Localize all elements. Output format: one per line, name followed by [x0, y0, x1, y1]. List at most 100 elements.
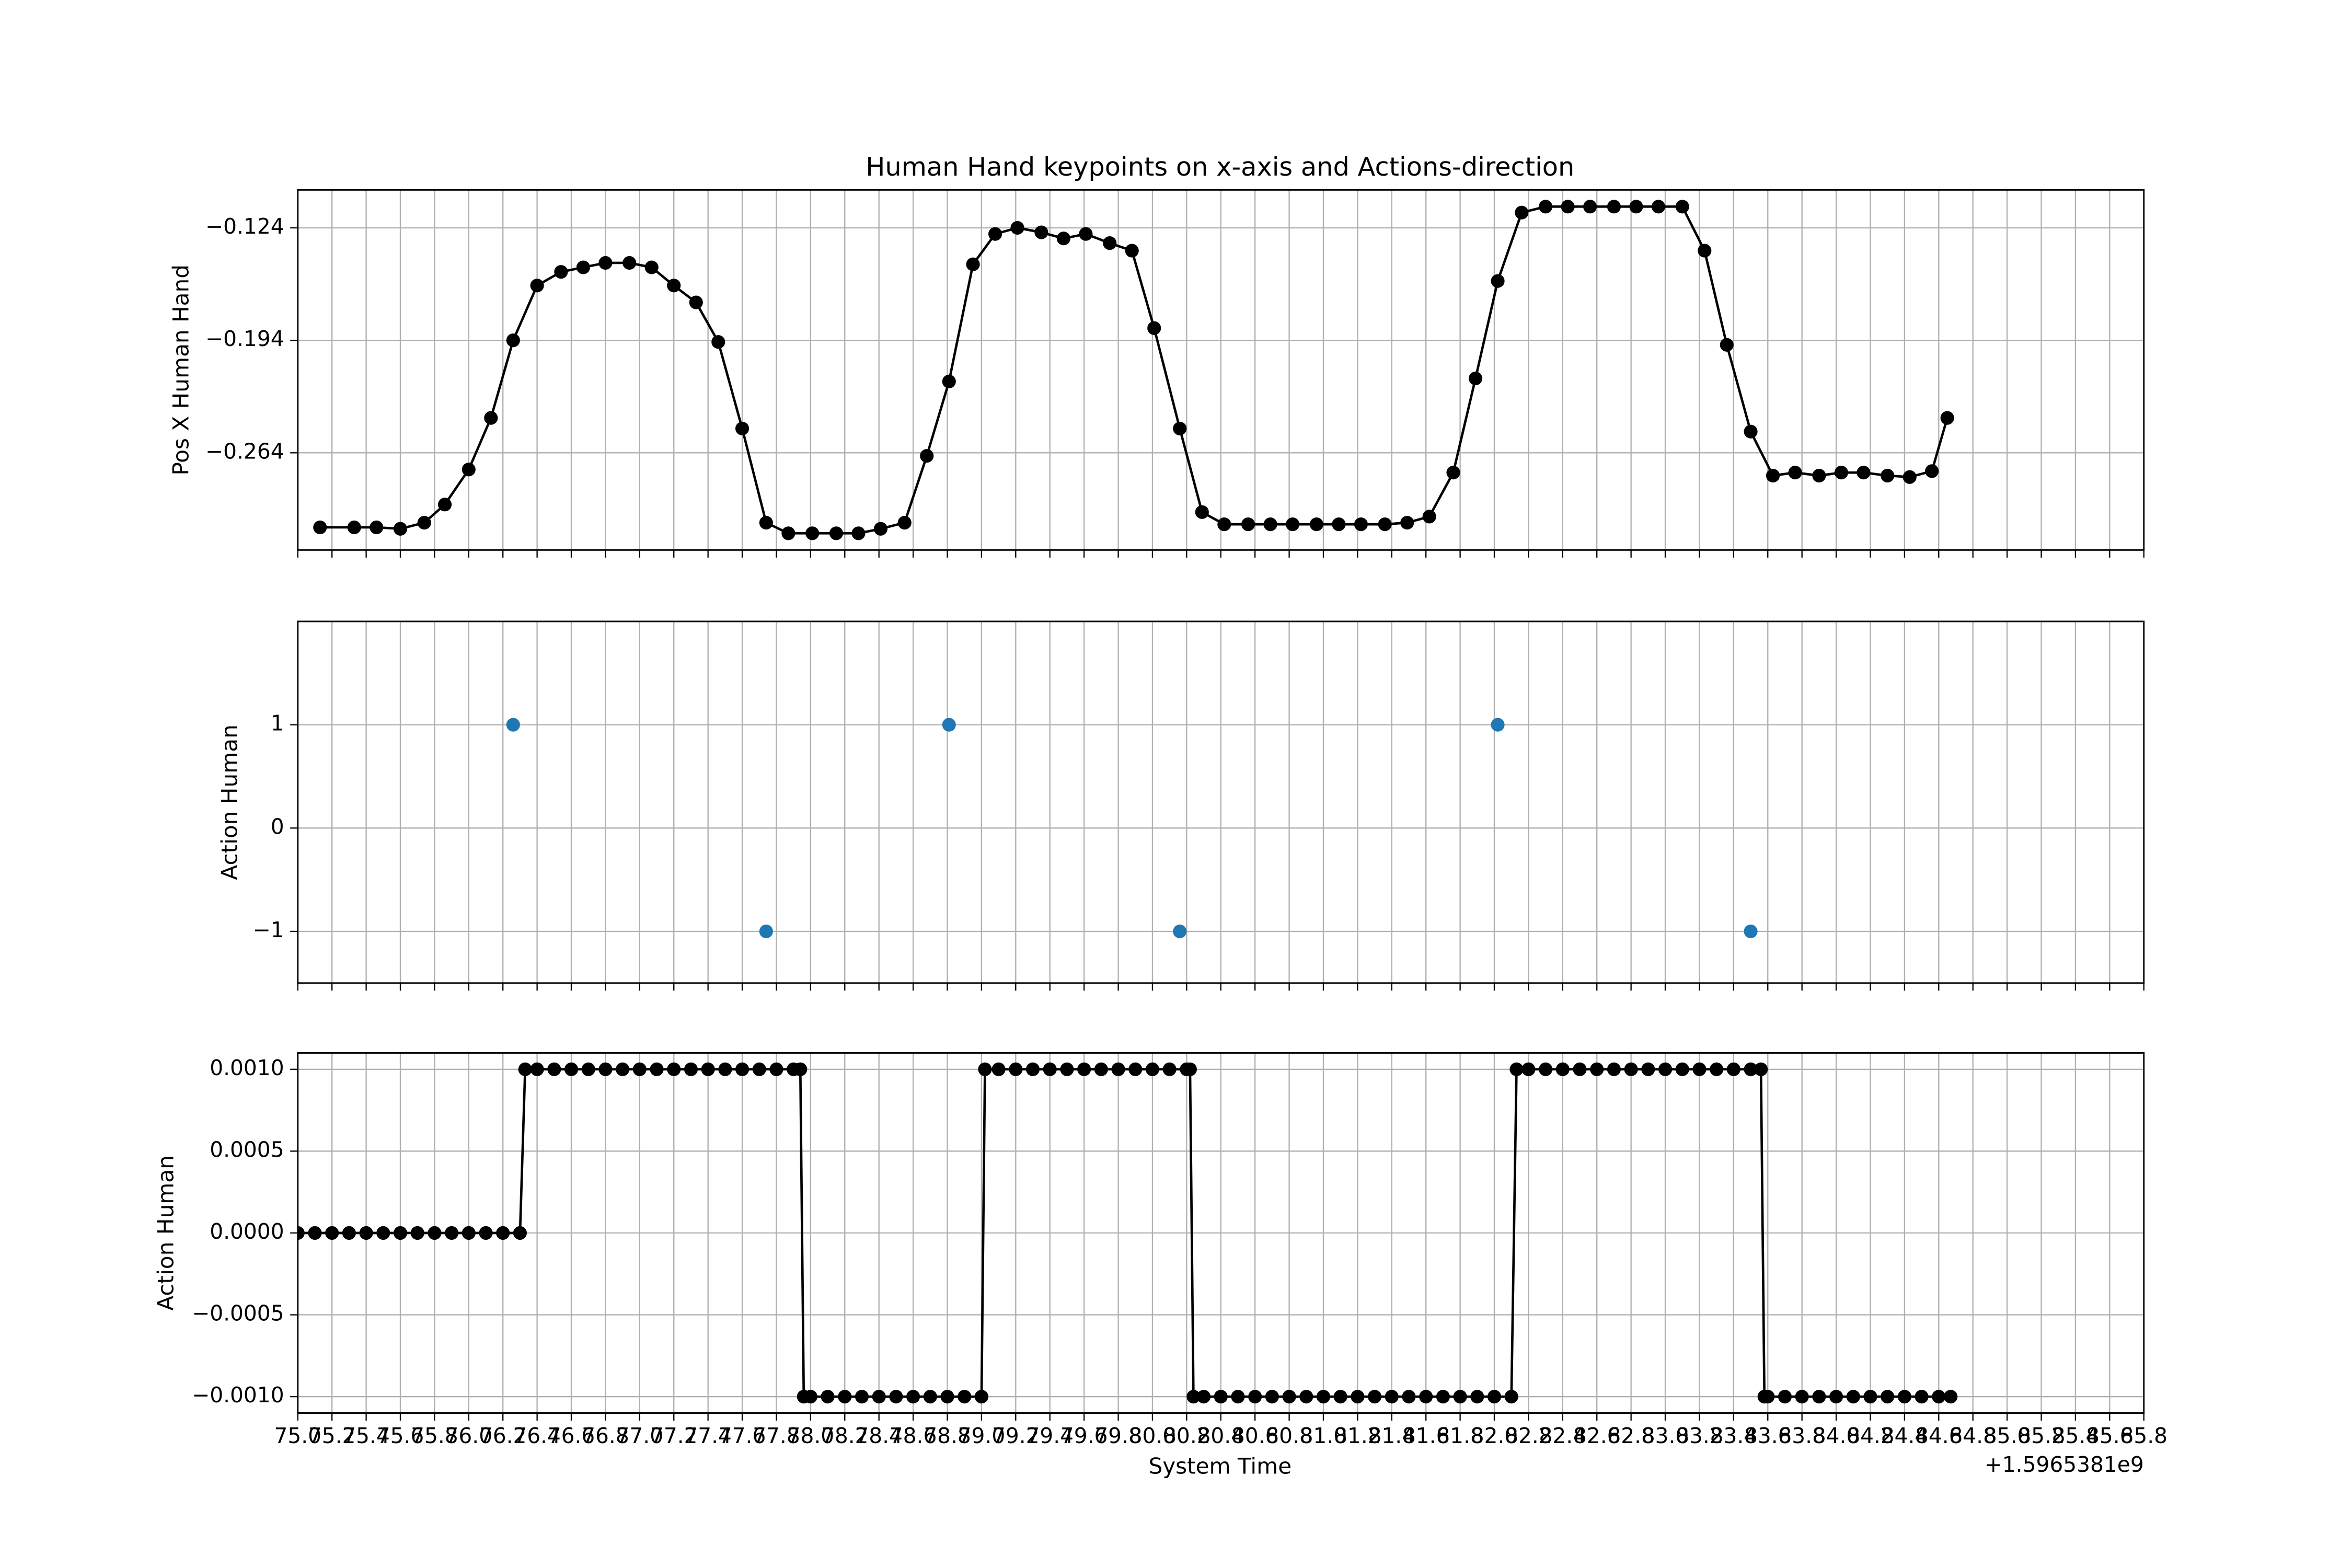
data-point [793, 1062, 808, 1076]
data-point [1422, 510, 1436, 524]
x-tick-label: 81.6 [1402, 1423, 1450, 1448]
data-point [1468, 371, 1483, 386]
y-tick-label: −0.0005 [192, 1301, 284, 1326]
x-tick-label: 85.4 [2052, 1423, 2100, 1448]
data-point [445, 1226, 459, 1240]
data-point [462, 463, 476, 477]
x-tick-label: 80.2 [1163, 1423, 1210, 1448]
data-point [1940, 411, 1954, 425]
axes-frame [297, 620, 2145, 984]
scatter-point [506, 718, 520, 732]
axes-frame [297, 1052, 2145, 1414]
x-tick-label: 81.2 [1334, 1423, 1381, 1448]
x-tick-label: 81.8 [1436, 1423, 1484, 1448]
x-tick-label: 79.0 [958, 1423, 1006, 1448]
data-point [1196, 1390, 1211, 1404]
scatter-point [1173, 924, 1187, 939]
data-point [872, 1390, 886, 1404]
data-point [622, 256, 637, 270]
data-point [1846, 1390, 1860, 1404]
data-point [513, 1226, 527, 1240]
x-tick-label: 79.4 [1026, 1423, 1074, 1448]
data-point [417, 515, 431, 530]
data-point [428, 1226, 442, 1240]
data-point [1624, 1062, 1638, 1076]
data-point [838, 1390, 852, 1404]
data-point [325, 1226, 339, 1240]
y-axis-label: Pos X Human Hand [168, 264, 193, 476]
data-point [1509, 1062, 1524, 1076]
data-point [805, 526, 820, 540]
y-tick-label: 0.0000 [210, 1219, 284, 1244]
subplot: 75.075.275.475.675.876.076.276.476.676.8… [153, 1052, 2167, 1448]
data-point [1754, 1062, 1768, 1076]
data-point [393, 1226, 408, 1240]
data-point [906, 1390, 920, 1404]
x-tick-label: 83.2 [1676, 1423, 1723, 1448]
x-tick-label: 80.0 [1129, 1423, 1177, 1448]
data-point [920, 449, 934, 463]
x-tick-label: 82.8 [1607, 1423, 1655, 1448]
data-point [1881, 1390, 1895, 1404]
data-point [1487, 1390, 1502, 1404]
data-point [1446, 466, 1460, 480]
data-point [1561, 200, 1575, 214]
y-axis-label: Action Human [216, 724, 242, 880]
data-point [1332, 517, 1346, 532]
data-point [370, 520, 384, 535]
data-point [547, 1062, 561, 1076]
data-point [1316, 1390, 1331, 1404]
data-point [1231, 1390, 1245, 1404]
data-point [1265, 1390, 1279, 1404]
x-tick-label: 78.4 [855, 1423, 903, 1448]
data-point [1125, 244, 1139, 258]
data-point [1241, 517, 1255, 532]
x-offset-label: +1.5965381e9 [1985, 1452, 2144, 1477]
data-point [564, 1062, 579, 1076]
data-point [1282, 1390, 1296, 1404]
x-tick-label: 77.4 [684, 1423, 732, 1448]
x-axis-label: System Time [1148, 1454, 1292, 1479]
data-point [1060, 1062, 1074, 1076]
data-point [1515, 205, 1529, 220]
data-point [437, 498, 452, 512]
data-point [1658, 1062, 1673, 1076]
y-tick-label: −0.264 [205, 439, 284, 464]
data-point [530, 1062, 544, 1076]
y-tick-label: 0 [271, 814, 284, 839]
data-point [576, 260, 590, 274]
data-point [829, 526, 844, 540]
data-point [1573, 1062, 1587, 1076]
x-tick-label: 82.0 [1471, 1423, 1518, 1448]
x-tick-label: 78.6 [890, 1423, 937, 1448]
x-tick-label: 78.0 [787, 1423, 835, 1448]
x-tick-label: 84.2 [1847, 1423, 1894, 1448]
data-point [991, 1062, 1006, 1076]
x-tick-label: 83.0 [1642, 1423, 1689, 1448]
data-point [506, 333, 520, 348]
data-point [1263, 517, 1277, 532]
data-point [1183, 1062, 1197, 1076]
x-tick-label: 83.4 [1710, 1423, 1758, 1448]
data-point [632, 1062, 647, 1076]
data-point [1925, 464, 1939, 478]
data-point [735, 1062, 750, 1076]
data-point [718, 1062, 732, 1076]
x-tick-label: 77.2 [650, 1423, 698, 1448]
data-point [1539, 1062, 1553, 1076]
data-point [1147, 321, 1161, 335]
data-point [1583, 200, 1597, 214]
data-point [988, 227, 1002, 241]
data-point [1555, 1062, 1570, 1076]
data-point [1539, 200, 1553, 214]
data-point [1309, 517, 1323, 532]
data-point [598, 1062, 613, 1076]
data-point [978, 1062, 992, 1076]
data-point [1333, 1390, 1347, 1404]
data-point [942, 374, 956, 388]
x-tick-label: 79.8 [1094, 1423, 1142, 1448]
data-point [1834, 466, 1848, 480]
data-point [313, 520, 327, 535]
data-point [342, 1226, 356, 1240]
data-point [1651, 200, 1666, 214]
